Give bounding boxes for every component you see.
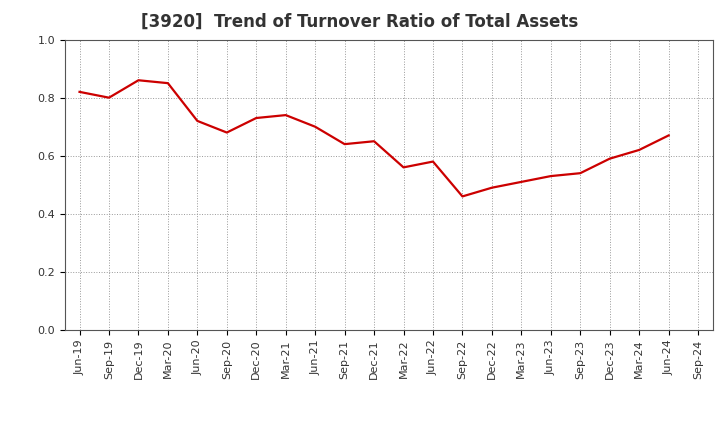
Text: [3920]  Trend of Turnover Ratio of Total Assets: [3920] Trend of Turnover Ratio of Total …	[141, 13, 579, 31]
